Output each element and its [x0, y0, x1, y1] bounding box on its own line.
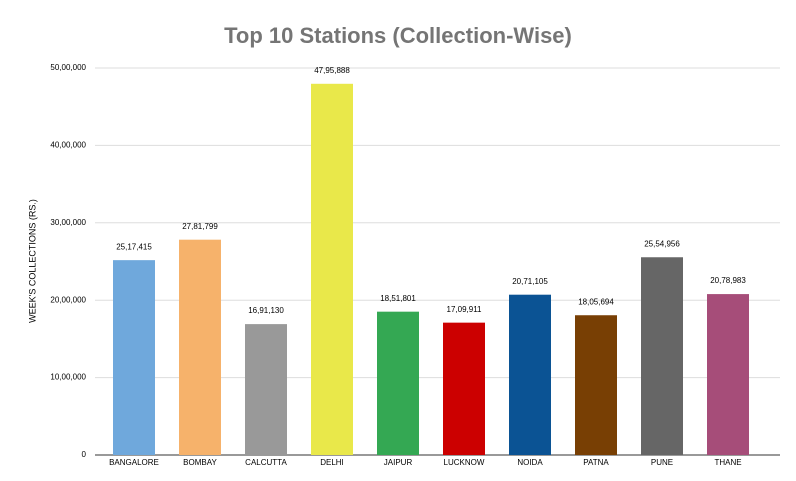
y-tick-label: 40,00,000	[50, 141, 86, 150]
bar	[641, 257, 683, 455]
value-label: 25,54,956	[644, 239, 680, 248]
x-tick-label: JAIPUR	[384, 458, 413, 467]
x-tick-label: BANGALORE	[109, 458, 159, 467]
x-tick-label: NOIDA	[517, 458, 543, 467]
x-tick-label: BOMBAY	[183, 458, 217, 467]
bar	[179, 239, 221, 455]
bar	[113, 260, 155, 455]
bar	[443, 322, 485, 455]
value-label: 17,09,911	[447, 305, 483, 314]
y-tick-label: 10,00,000	[50, 373, 86, 382]
bar	[707, 294, 749, 455]
value-label: 47,95,888	[314, 66, 350, 75]
x-tick-label: PUNE	[651, 458, 673, 467]
value-label: 18,51,801	[380, 294, 416, 303]
x-tick-label: PATNA	[583, 458, 609, 467]
value-label: 18,05,694	[578, 297, 614, 306]
bar	[377, 311, 419, 455]
bar	[509, 294, 551, 455]
bar	[245, 324, 287, 455]
value-label: 16,91,130	[248, 306, 284, 315]
value-label: 20,71,105	[512, 277, 548, 286]
y-axis-label: WEEK'S COLLECTIONS (RS.)	[27, 199, 37, 323]
y-tick-label: 50,00,000	[50, 63, 86, 72]
x-tick-label: DELHI	[320, 458, 344, 467]
value-label: 27,81,799	[182, 222, 218, 231]
value-label: 20,78,983	[710, 276, 746, 285]
chart-title: Top 10 Stations (Collection-Wise)	[224, 23, 572, 48]
value-label: 25,17,415	[116, 242, 152, 251]
y-tick-label: 30,00,000	[50, 218, 86, 227]
y-tick-label: 20,00,000	[50, 295, 86, 304]
bar	[311, 83, 353, 455]
x-tick-label: THANE	[714, 458, 741, 467]
x-tick-label: LUCKNOW	[444, 458, 485, 467]
x-tick-label: CALCUTTA	[245, 458, 287, 467]
bar	[575, 315, 617, 455]
y-tick-label: 0	[82, 450, 87, 459]
